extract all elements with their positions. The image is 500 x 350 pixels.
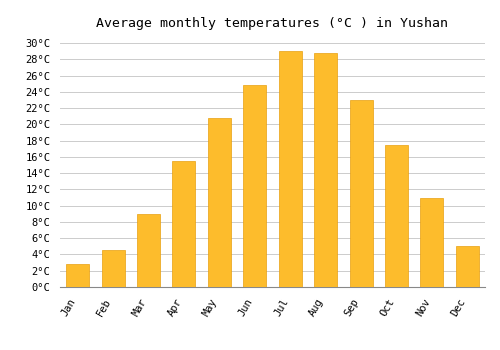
Bar xyxy=(385,145,408,287)
Bar xyxy=(102,250,124,287)
Bar xyxy=(456,246,479,287)
Bar xyxy=(350,100,372,287)
Bar xyxy=(278,51,301,287)
Bar xyxy=(137,214,160,287)
Bar xyxy=(244,85,266,287)
Bar xyxy=(314,53,337,287)
Bar xyxy=(66,264,89,287)
Bar xyxy=(172,161,196,287)
Title: Average monthly temperatures (°C ) in Yushan: Average monthly temperatures (°C ) in Yu… xyxy=(96,17,448,30)
Bar xyxy=(208,118,231,287)
Bar xyxy=(420,198,444,287)
